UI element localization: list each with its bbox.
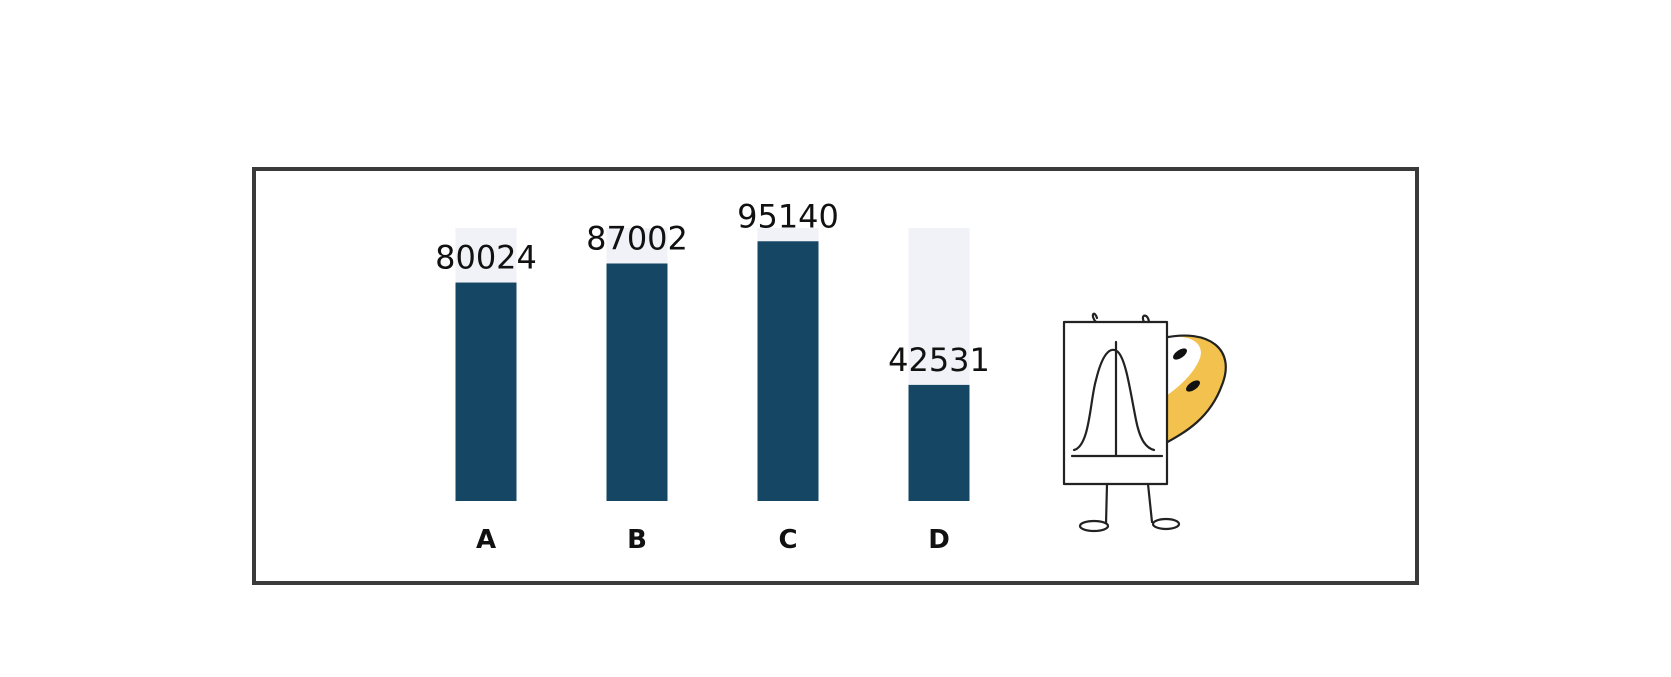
data-label-d: 42531 bbox=[888, 341, 990, 379]
mascot-foot-left-icon bbox=[1078, 519, 1110, 533]
bell-curve-icon bbox=[1072, 348, 1156, 452]
mascot-head-outline bbox=[1161, 334, 1227, 446]
data-label-b: 87002 bbox=[586, 219, 688, 257]
category-label-c: C bbox=[778, 525, 797, 555]
data-label-a: 80024 bbox=[435, 239, 537, 277]
label-group: 80024 A 87002 B 95140 C 42531 D bbox=[435, 197, 990, 555]
mascot-hand-left-icon bbox=[1091, 312, 1099, 324]
bar-b bbox=[606, 263, 668, 501]
mascot-leg-left-icon bbox=[1104, 482, 1109, 526]
bar-group bbox=[455, 228, 970, 501]
mascot-face-icon bbox=[1163, 336, 1201, 398]
mascot-leg-right-icon bbox=[1146, 482, 1154, 524]
mascot-eye-right-icon bbox=[1186, 380, 1200, 392]
bar-c bbox=[757, 241, 819, 501]
mascot-foot-right-icon bbox=[1151, 517, 1181, 531]
bar-d bbox=[908, 384, 970, 501]
mascot-holding-bell-curve-chart-icon bbox=[1062, 312, 1227, 533]
category-label-d: D bbox=[928, 525, 950, 555]
data-label-c: 95140 bbox=[737, 197, 839, 235]
mascot-hand-right-icon bbox=[1141, 314, 1151, 324]
mascot-eye-left-icon bbox=[1173, 348, 1187, 360]
category-label-a: A bbox=[476, 525, 496, 555]
bar-a bbox=[455, 282, 517, 501]
category-label-b: B bbox=[627, 525, 647, 555]
